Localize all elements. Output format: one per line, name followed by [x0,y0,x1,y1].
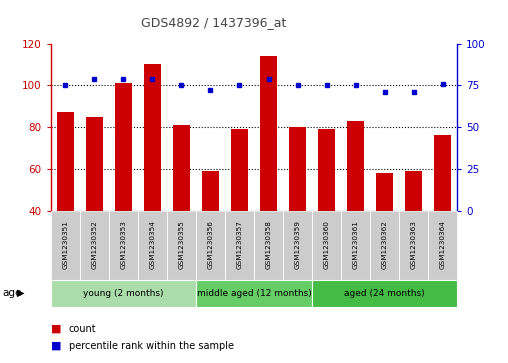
Bar [434,135,452,211]
Text: GSM1230356: GSM1230356 [207,221,213,269]
Bar [260,56,277,211]
Text: GSM1230362: GSM1230362 [382,221,388,269]
Text: GSM1230353: GSM1230353 [120,221,126,269]
Text: GSM1230355: GSM1230355 [178,221,184,269]
Bar [115,83,132,211]
Text: ▶: ▶ [17,288,24,298]
Bar [202,171,219,211]
Text: GDS4892 / 1437396_at: GDS4892 / 1437396_at [141,16,286,29]
Bar [289,127,306,211]
Bar [173,125,190,211]
Text: GSM1230363: GSM1230363 [410,221,417,269]
Text: ■: ■ [51,323,61,334]
Bar [405,171,422,211]
Text: aged (24 months): aged (24 months) [344,289,425,298]
Text: count: count [69,323,96,334]
Text: middle aged (12 months): middle aged (12 months) [197,289,311,298]
Bar [318,129,335,211]
Bar [144,64,161,211]
Text: GSM1230364: GSM1230364 [440,221,446,269]
Bar [376,173,393,211]
Text: percentile rank within the sample: percentile rank within the sample [69,340,234,351]
Text: GSM1230360: GSM1230360 [324,221,330,269]
Text: GSM1230358: GSM1230358 [266,221,271,269]
Text: GSM1230361: GSM1230361 [353,221,359,269]
Bar [347,121,364,211]
Text: GSM1230359: GSM1230359 [295,221,301,269]
Bar [56,113,74,211]
Text: young (2 months): young (2 months) [83,289,164,298]
Text: GSM1230357: GSM1230357 [237,221,242,269]
Text: ■: ■ [51,340,61,351]
Text: GSM1230352: GSM1230352 [91,221,98,269]
Bar [231,129,248,211]
Bar [86,117,103,211]
Text: GSM1230354: GSM1230354 [149,221,155,269]
Text: GSM1230351: GSM1230351 [62,221,68,269]
Text: age: age [3,288,22,298]
